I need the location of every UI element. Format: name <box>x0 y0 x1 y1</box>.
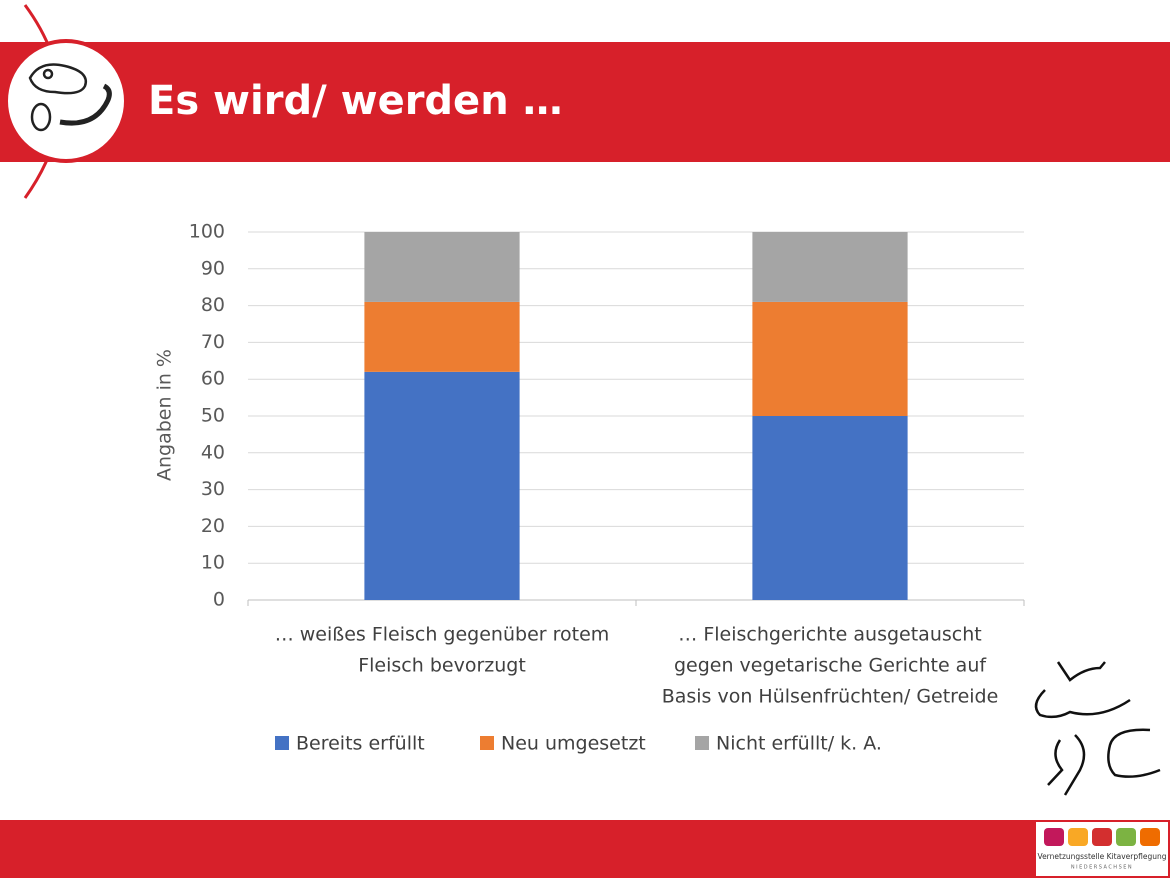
y-tick-label: 100 <box>189 221 225 243</box>
legend-swatch <box>275 736 289 750</box>
y-tick-label: 50 <box>201 405 225 427</box>
footer-band <box>0 820 1170 878</box>
y-tick-label: 70 <box>201 331 225 353</box>
y-tick-label: 90 <box>201 257 225 279</box>
bar-segment <box>364 232 520 302</box>
bar-segment <box>364 371 520 600</box>
x-tick-label: … Fleischgerichte ausgetauscht <box>678 624 981 646</box>
legend-label: Bereits erfüllt <box>296 733 425 755</box>
chart: 0 10 20 30 40 50 60 70 80 90 100 Angaben in % … weiß… <box>154 221 1025 755</box>
y-tick-label: 10 <box>201 552 225 574</box>
y-tick-label: 0 <box>213 589 225 611</box>
legend-label: Nicht erfüllt/ k. A. <box>716 733 882 755</box>
x-tick-label: gegen vegetarische Gerichte auf <box>674 655 987 677</box>
y-axis-label: Angaben in % <box>154 349 176 481</box>
x-tick-label: … weißes Fleisch gegenüber rotem <box>275 624 610 646</box>
legend-swatch <box>480 736 494 750</box>
bar-segment <box>364 301 520 372</box>
y-tick-label: 20 <box>201 515 225 537</box>
logo-icons <box>1044 828 1160 846</box>
legend-swatch <box>695 736 709 750</box>
y-tick-label: 40 <box>201 441 225 463</box>
animal-drawing <box>1034 661 1161 796</box>
bar-segment <box>752 416 908 600</box>
logo-text: Vernetzungsstelle Kitaverpflegung <box>1038 852 1167 861</box>
x-tick-label: Basis von Hülsenfrüchten/ Getreide <box>662 686 999 708</box>
logo-subtext: NIEDERSACHSEN <box>1071 865 1133 871</box>
x-tick-label: Fleisch bevorzugt <box>358 655 526 677</box>
slide-title: Es wird/ werden … <box>148 78 563 124</box>
y-tick-label: 30 <box>201 478 225 500</box>
header-band <box>0 42 1170 162</box>
legend-label: Neu umgesetzt <box>501 733 646 755</box>
bar-segment <box>752 232 908 302</box>
y-tick-label: 80 <box>201 294 225 316</box>
bar-segment <box>752 301 908 416</box>
meat-icon <box>28 63 112 132</box>
y-tick-label: 60 <box>201 368 225 390</box>
